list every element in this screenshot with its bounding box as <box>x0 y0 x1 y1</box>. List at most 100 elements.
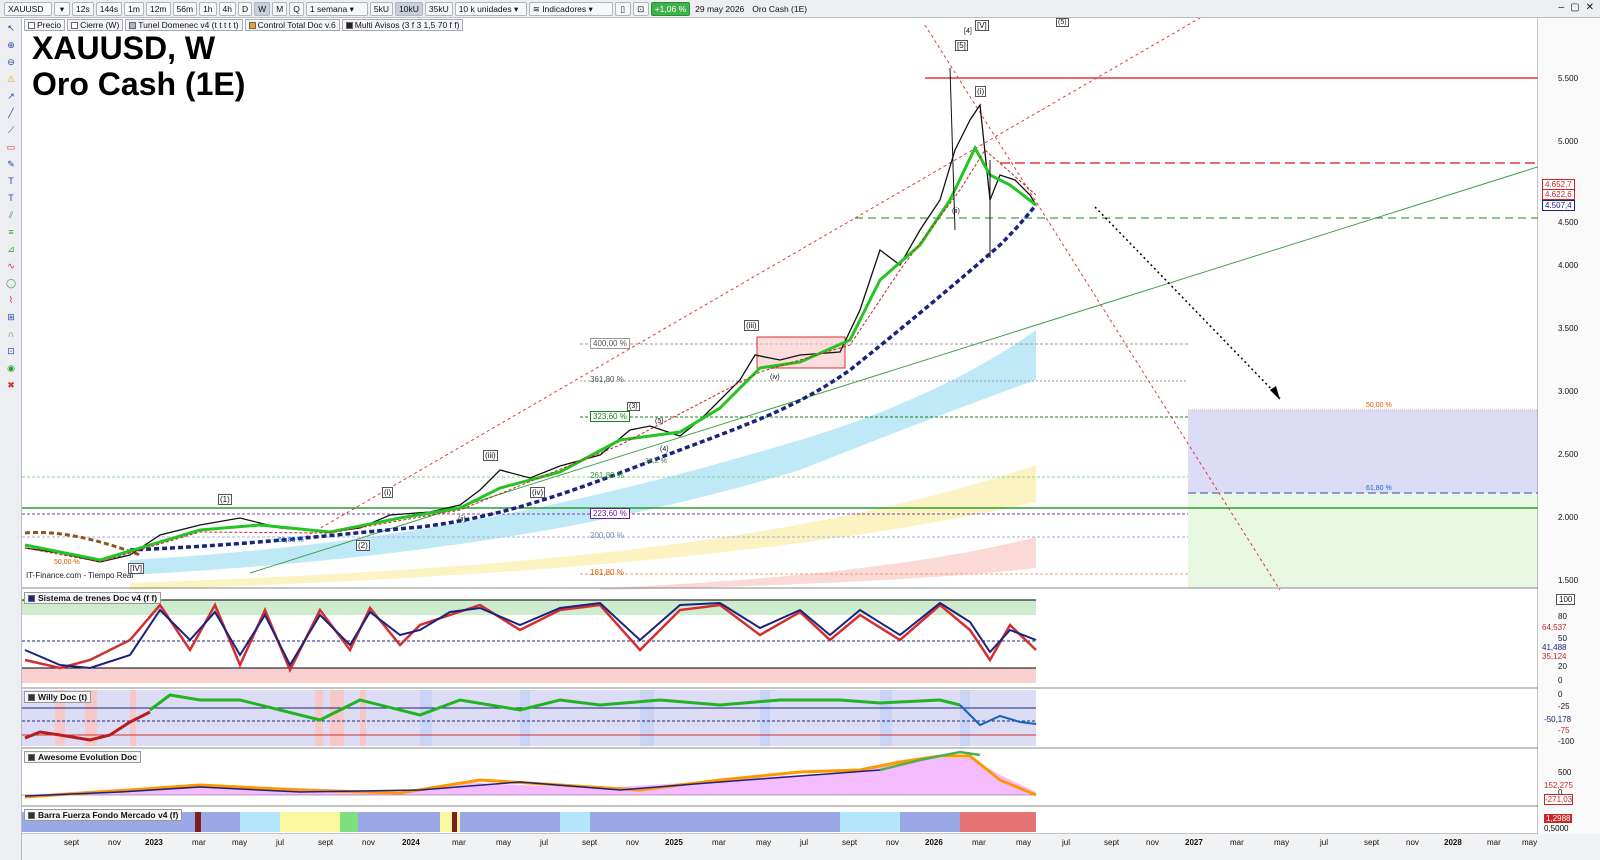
willy-line-green <box>149 693 961 722</box>
time-tick: may <box>756 838 772 847</box>
axis-badge: 64,537 <box>1542 623 1567 632</box>
magnet-icon[interactable]: ∩ <box>7 329 15 339</box>
trendline-icon[interactable]: ╱ <box>8 108 14 118</box>
ray-icon[interactable]: ⟋ <box>7 125 15 135</box>
rect-icon[interactable]: ▭ <box>6 142 16 152</box>
time-tick: nov <box>108 838 121 847</box>
interval-d[interactable]: D <box>238 1 253 16</box>
axis-badge: -50,178 <box>1544 715 1572 724</box>
period-select[interactable]: 1 semana ▾ <box>305 1 368 16</box>
time-axis[interactable]: sept nov 2023 mar may jul sept nov 2024 … <box>22 836 1538 856</box>
template-icon[interactable]: ▯ <box>614 1 631 16</box>
interval-4h[interactable]: 4h <box>218 1 236 16</box>
panel-title-willy[interactable]: Willy Doc (t) <box>24 691 92 703</box>
wave-label: (iii) <box>744 320 759 331</box>
interval-w[interactable]: W <box>254 1 271 16</box>
wave-label: [5] <box>955 40 968 51</box>
time-tick: 2028 <box>1444 838 1462 847</box>
study-multi-avisos[interactable]: Multi Avisos (3 f 3 1,5 70 f f) <box>341 19 464 31</box>
shape-icon[interactable]: ◯ <box>5 278 17 288</box>
willy-line-blue <box>959 704 1037 727</box>
study-price[interactable]: Precio <box>24 19 66 31</box>
interval-m[interactable]: M <box>272 1 288 16</box>
maximize-icon[interactable]: ▢ <box>1570 2 1580 13</box>
axis-badge: 152,275 <box>1544 781 1573 790</box>
symbol-select[interactable]: XAUUSD <box>4 1 52 16</box>
wave-icon[interactable]: ∿ <box>7 261 15 271</box>
study-tunel[interactable]: Tunel Domenec v4 (t t t t t) <box>125 19 243 31</box>
time-tick: mar <box>452 838 466 847</box>
slow-ma-line <box>129 203 1038 552</box>
period-select-label: 1 semana <box>309 3 348 14</box>
lock-icon[interactable]: ⊡ <box>7 346 15 356</box>
study-legend-bar: Precio Cierre (W) Tunel Domenec v4 (t t … <box>24 18 464 32</box>
wave-label: (2) <box>356 540 370 551</box>
price-tick: 3.500 <box>1558 324 1579 333</box>
close-icon[interactable]: ✕ <box>1585 2 1594 13</box>
panel-axis-trenes[interactable]: 100 80 64,537 50 41,488 35,124 20 0 <box>1540 588 1600 688</box>
axis-badge: 1,2988 <box>1544 814 1573 823</box>
trash-icon[interactable]: ✖ <box>7 380 15 390</box>
indicators-button[interactable]: ≋ Indicadores ▾ <box>528 1 613 16</box>
study-label: Cierre (W) <box>80 20 120 30</box>
wave-label: (5) <box>655 418 664 425</box>
pen-icon[interactable]: ✎ <box>7 159 15 169</box>
panel-axis-willy[interactable]: 0 -25 -50,178 -75 -100 <box>1540 688 1600 748</box>
study-control-total[interactable]: Control Total Doc v.6 <box>244 19 340 31</box>
panel-title-trenes[interactable]: Sistema de trenes Doc v4 (f f) <box>24 592 162 604</box>
cursor-icon[interactable]: ↖ <box>7 23 15 33</box>
zoom-icon[interactable]: ⊕ <box>7 40 15 50</box>
wave-label: [4] <box>964 28 972 35</box>
study-close[interactable]: Cierre (W) <box>67 19 124 31</box>
text-icon[interactable]: T <box>8 176 14 186</box>
label-icon[interactable]: T <box>8 193 14 203</box>
volume-select[interactable]: 10 k unidades ▾ <box>454 1 527 16</box>
volume-select-label: 10 k unidades <box>458 3 512 14</box>
time-tick: may <box>1274 838 1290 847</box>
wave-label: (4) <box>660 446 669 453</box>
interval-12m[interactable]: 12m <box>145 1 171 16</box>
minimize-icon[interactable]: – <box>1558 2 1565 13</box>
study-swatch <box>28 594 35 602</box>
price-axis[interactable]: 5.500 5.000 4.500 4.000 3.500 3.000 2.50… <box>1540 18 1600 588</box>
instrument-name: Oro Cash (1E) <box>752 3 808 14</box>
interval-q[interactable]: Q <box>289 1 304 16</box>
interval-12s[interactable]: 12s <box>72 1 94 16</box>
time-tick: may <box>232 838 248 847</box>
chevron-down-icon[interactable]: ▾ <box>54 1 70 16</box>
fib-label-400: 400,00 % <box>590 338 630 349</box>
ruler-icon[interactable]: ⊞ <box>7 312 15 322</box>
interval-1h[interactable]: 1h <box>199 1 217 16</box>
time-tick: mar <box>1487 838 1501 847</box>
time-tick: sept <box>318 838 334 847</box>
unit-35ku[interactable]: 35kU <box>424 1 453 16</box>
fib-icon[interactable]: ≡ <box>8 227 14 237</box>
study-label: Control Total Doc v.6 <box>257 20 336 30</box>
fib-label-361: 361,80 % <box>590 375 624 384</box>
price-tick: 2.000 <box>1558 513 1579 522</box>
channel-icon[interactable]: ⫽ <box>8 210 13 220</box>
unit-5ku[interactable]: 5kU <box>369 1 394 16</box>
price-tick: 4.000 <box>1558 261 1579 270</box>
arrow-icon[interactable]: ↗ <box>7 91 15 101</box>
settings-icon[interactable]: ⊡ <box>632 1 649 16</box>
panel-title-barra[interactable]: Barra Fuerza Fondo Mercado v4 (f) <box>24 809 183 821</box>
eye-icon[interactable]: ◉ <box>7 363 15 373</box>
zoom-out-icon[interactable]: ⊖ <box>7 57 15 67</box>
awesome-area <box>25 758 1036 795</box>
axis-tick: -75 <box>1558 726 1570 735</box>
alert-icon[interactable]: ⚠ <box>6 74 16 84</box>
time-tick: mar <box>972 838 986 847</box>
unit-10ku[interactable]: 10kU <box>395 1 423 16</box>
brush-icon[interactable]: ⌇ <box>8 295 14 305</box>
panel-axis-awesome[interactable]: 500 152,275 0 -271,03 <box>1540 748 1600 806</box>
time-tick: nov <box>626 838 639 847</box>
gann-icon[interactable]: ⊿ <box>7 244 15 254</box>
interval-56m[interactable]: 56m <box>172 1 198 16</box>
panel-axis-barra[interactable]: 1,2988 0,5000 <box>1540 806 1600 834</box>
interval-1m[interactable]: 1m <box>124 1 144 16</box>
panel-title-awesome[interactable]: Awesome Evolution Doc <box>24 751 142 763</box>
interval-144s[interactable]: 144s <box>95 1 123 16</box>
wave-label: (iii) <box>483 450 498 461</box>
